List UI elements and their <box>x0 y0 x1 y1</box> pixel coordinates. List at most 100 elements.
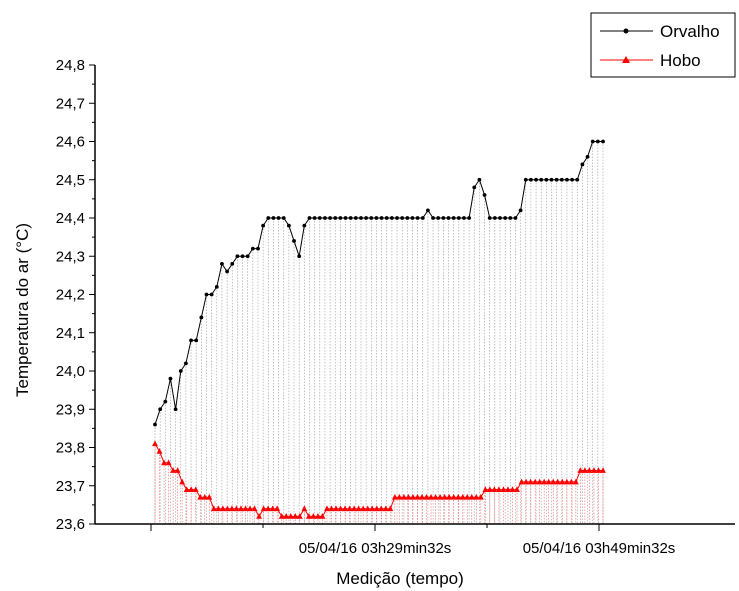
legend-marker-hobo <box>622 56 630 63</box>
data-point <box>250 246 255 251</box>
series-line <box>154 141 603 425</box>
y-tick-label: 24,7 <box>56 95 85 112</box>
x-axis-title: Medição (tempo) <box>336 569 464 588</box>
data-point <box>441 216 446 220</box>
data-point <box>549 177 554 182</box>
data-point <box>269 505 276 512</box>
data-point <box>477 177 482 182</box>
data-point <box>428 493 434 500</box>
data-point <box>400 216 405 220</box>
legend-label-hobo: Hobo <box>660 51 701 70</box>
data-point <box>446 216 451 220</box>
data-point <box>158 407 163 412</box>
data-point <box>451 216 456 220</box>
data-point <box>446 493 453 500</box>
x-ticks: 05/04/16 03h29min32s 05/04/16 03h49min32s <box>150 524 675 557</box>
data-point <box>364 505 371 512</box>
data-point <box>472 185 477 190</box>
data-point <box>405 216 410 220</box>
data-point <box>278 513 285 519</box>
data-point <box>307 216 312 220</box>
data-point <box>281 216 286 220</box>
y-tick-label: 23,6 <box>56 516 85 533</box>
data-point <box>178 369 183 373</box>
data-point <box>214 284 219 289</box>
data-point <box>513 216 518 220</box>
data-point <box>247 505 253 512</box>
data-point <box>395 216 399 220</box>
y-tick-label: 24,2 <box>56 287 85 304</box>
data-point <box>563 478 570 485</box>
data-point <box>509 486 516 492</box>
data-point <box>183 486 190 492</box>
data-point <box>319 513 326 519</box>
data-point <box>297 254 302 259</box>
data-point <box>464 493 471 500</box>
data-point <box>496 486 502 492</box>
data-point <box>539 177 544 182</box>
data-point <box>359 216 363 220</box>
data-point <box>577 467 584 473</box>
data-point <box>436 216 441 220</box>
data-point <box>261 223 266 228</box>
data-point <box>482 193 487 197</box>
data-point <box>441 493 448 500</box>
data-point <box>572 478 579 485</box>
data-point <box>570 177 575 182</box>
data-point <box>486 486 493 492</box>
data-point <box>426 208 430 213</box>
data-point <box>600 467 606 473</box>
data-point <box>310 513 317 519</box>
data-point <box>514 486 520 492</box>
data-point <box>188 486 195 492</box>
series-lines <box>154 141 603 518</box>
data-point <box>355 505 362 512</box>
data-point <box>534 177 538 182</box>
data-point <box>156 448 163 454</box>
data-point <box>224 505 231 512</box>
data-point <box>477 493 484 500</box>
data-point <box>378 505 385 512</box>
data-point <box>204 292 209 297</box>
data-point <box>405 493 412 500</box>
data-point <box>491 486 498 492</box>
data-point <box>317 216 322 220</box>
data-point <box>220 262 224 266</box>
data-point <box>152 440 158 447</box>
legend-marker-orvalho <box>623 28 629 34</box>
data-point <box>324 505 330 512</box>
data-point <box>271 216 276 220</box>
data-point <box>532 478 539 485</box>
legend-box <box>590 12 736 78</box>
data-point <box>369 216 374 220</box>
data-markers <box>152 139 606 519</box>
data-point <box>459 493 466 500</box>
data-point <box>201 493 208 500</box>
data-point <box>431 216 435 220</box>
data-point <box>382 505 389 512</box>
data-point <box>379 216 384 220</box>
data-point <box>353 216 358 220</box>
data-point <box>286 223 291 228</box>
data-point <box>305 513 312 519</box>
y-tick-label: 23,9 <box>56 401 85 418</box>
data-point <box>559 177 564 182</box>
data-point <box>450 493 457 500</box>
data-point <box>199 315 204 320</box>
data-point <box>580 162 585 167</box>
y-tick-label: 24,8 <box>56 57 85 74</box>
legend-label-orvalho: Orvalho <box>660 22 720 41</box>
data-point <box>225 269 229 274</box>
data-point <box>192 486 199 492</box>
data-point <box>337 505 344 512</box>
data-point <box>601 139 605 144</box>
data-point <box>256 246 260 251</box>
data-point <box>163 399 168 404</box>
data-point <box>396 493 403 500</box>
data-point <box>432 493 439 500</box>
data-point <box>194 338 199 343</box>
data-point <box>529 177 533 182</box>
data-point <box>287 513 294 519</box>
data-point <box>420 216 425 220</box>
